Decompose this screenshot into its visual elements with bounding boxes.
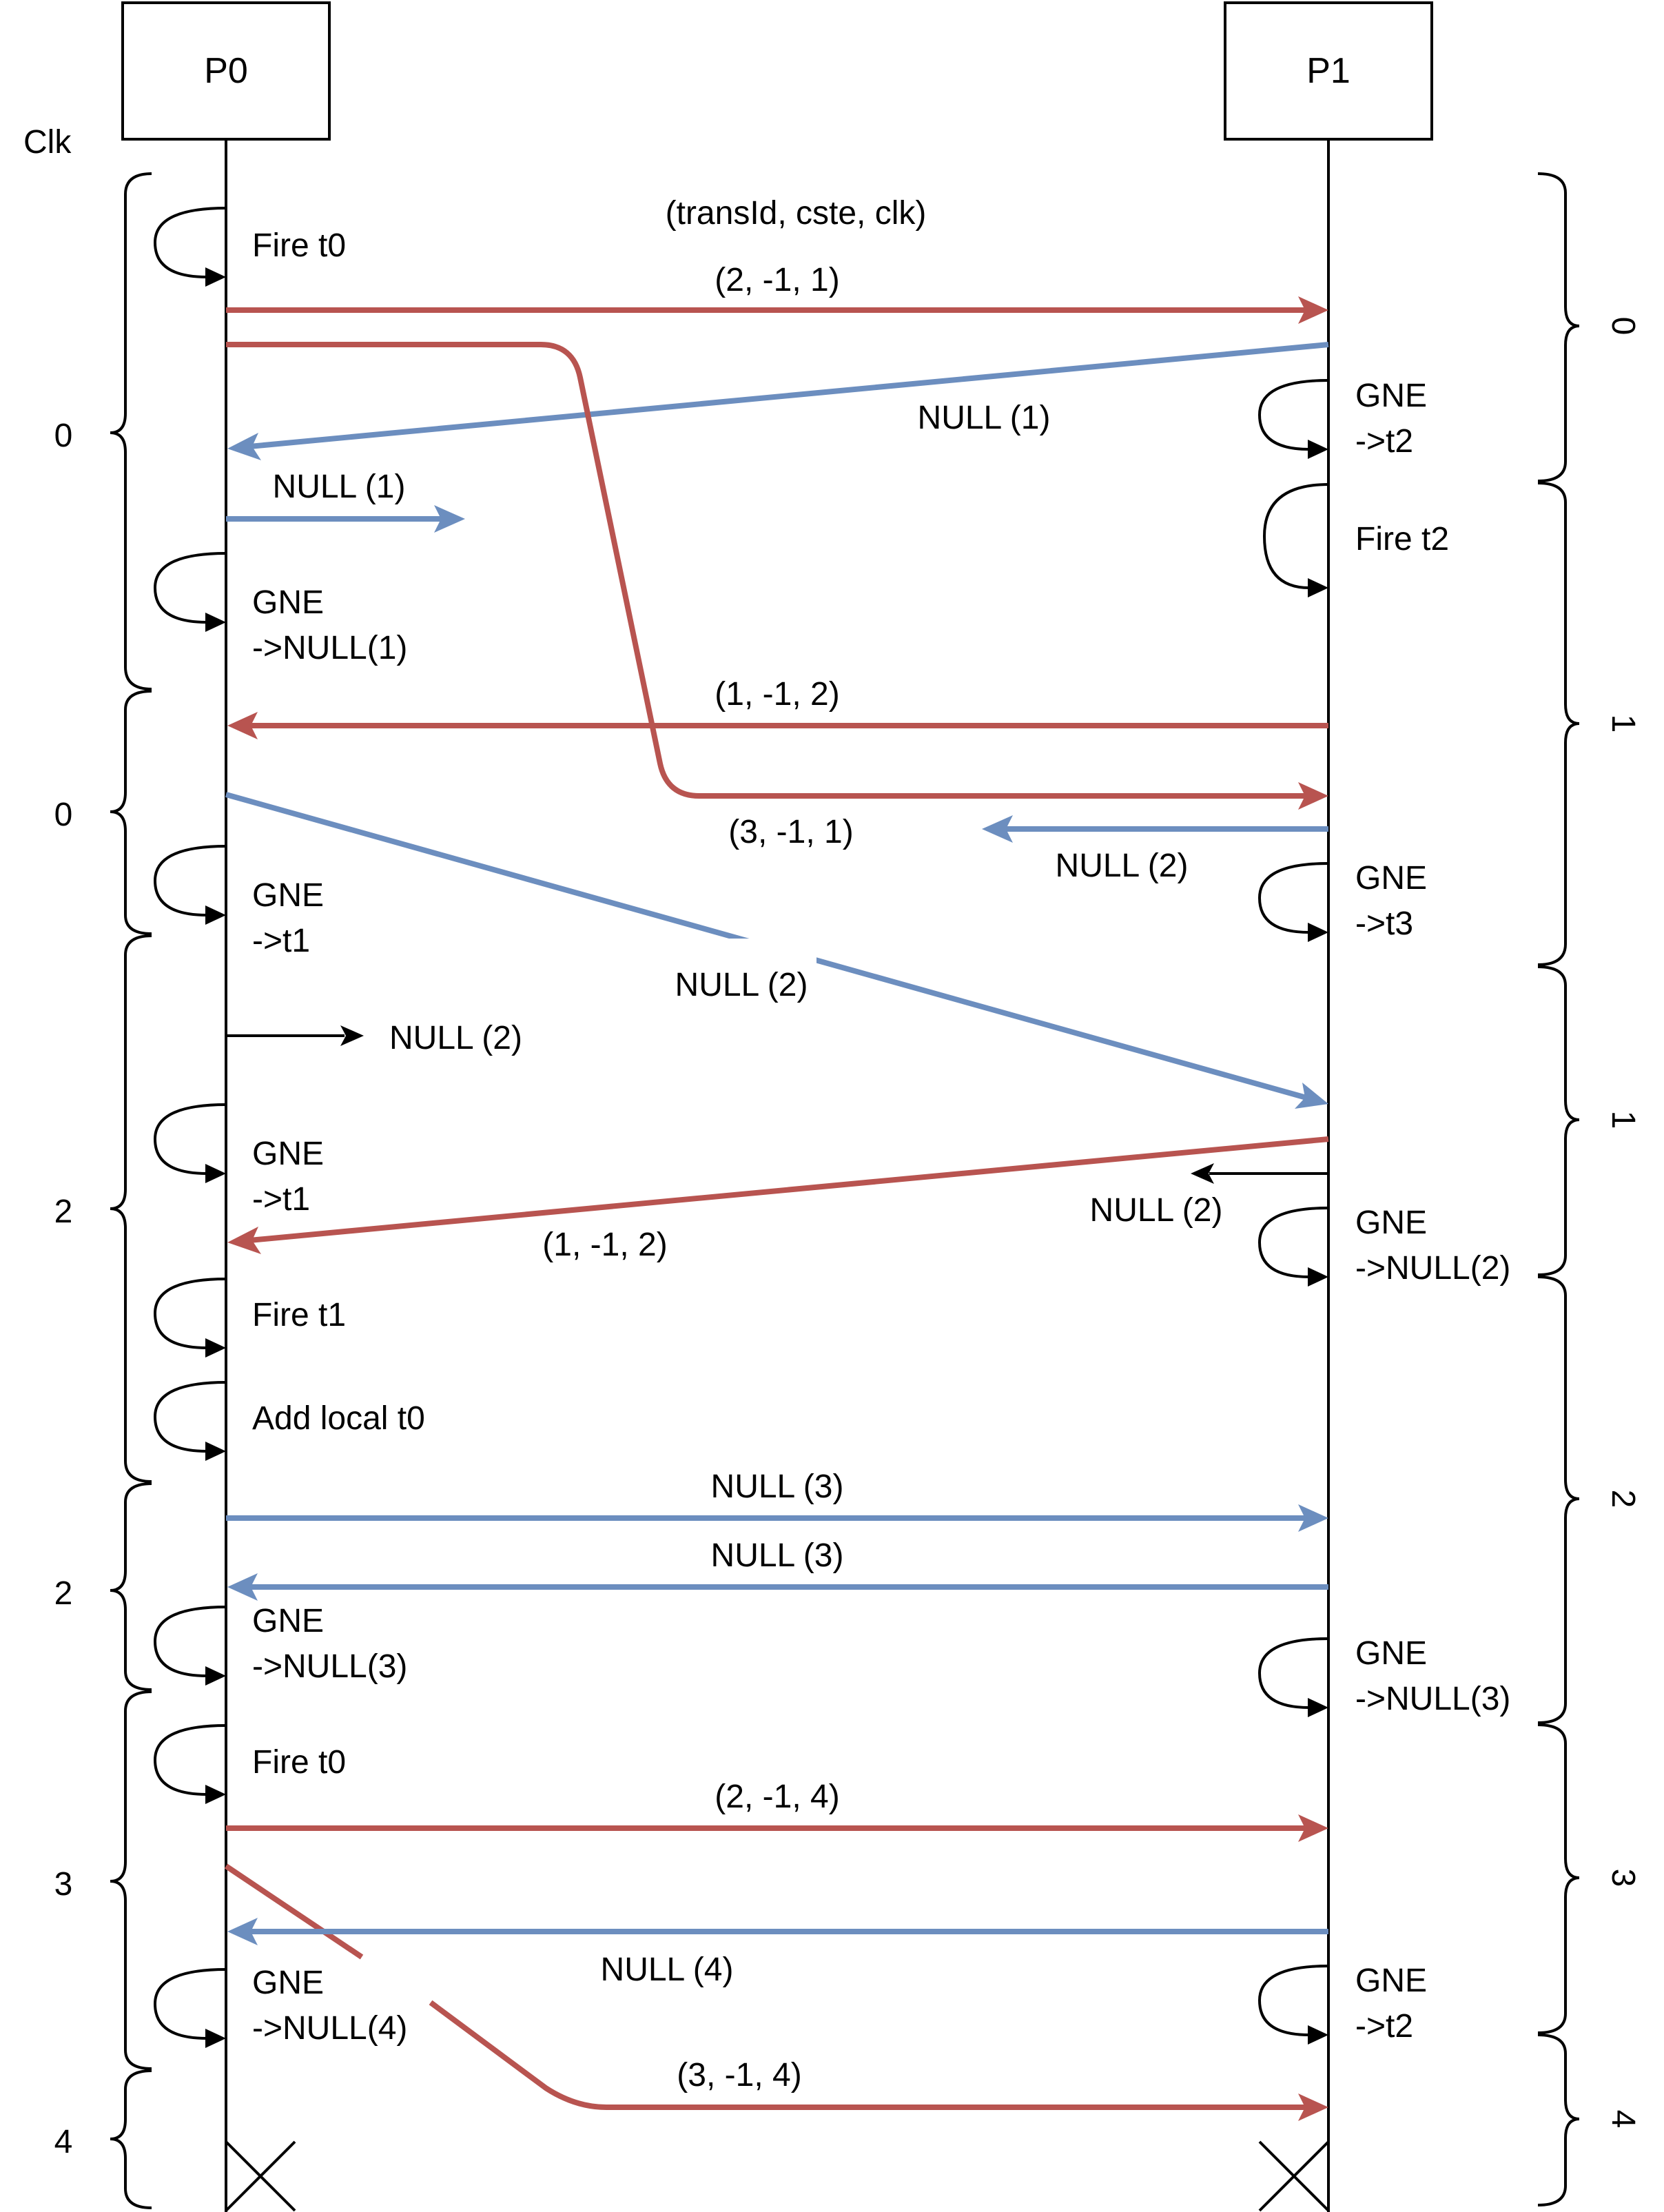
p0-action-label: GNE ->t1 [252,1136,324,1218]
left-brace-5 [110,2069,152,2209]
process-p1: P1 [1224,1,1433,141]
p1-self-loop-gne-t2-b [1257,1965,1329,2045]
p1-self-loop-gne-t3 [1257,862,1329,942]
message-label: (3, -1, 1) [728,814,853,850]
left-clock-4: 3 [54,1866,73,1903]
message-label: NULL (2) [1056,848,1189,884]
left-brace-1 [110,690,152,935]
left-brace-0 [110,172,152,690]
left-brace-4 [110,1690,152,2070]
p1-terminate-x [1258,2140,1330,2212]
p1-self-loop-gne-t2-a [1257,379,1329,459]
right-clock-2: 1 [1605,1111,1641,1129]
p0-action-label: Fire t0 [252,227,346,264]
p0-self-loop-gne-t1-a [153,845,227,925]
message-label: (2, -1, 4) [715,1779,839,1815]
left-clock-0: 0 [54,418,73,454]
message-label: NULL (2) [1090,1192,1223,1229]
left-clock-2: 2 [54,1194,73,1230]
p0-action-label: GNE ->t1 [252,877,324,959]
message-arrow-1-1-2-b [227,1136,1329,1254]
message-arrow-null-1-in [227,342,1329,460]
message-arrow-3-1-1 [226,342,1328,810]
message-label: NULL (1) [273,469,406,505]
p0-self-loop-fire-t1 [153,1278,227,1358]
message-arrow-null-4-in [227,1918,1328,1945]
p1-self-loop-gne-null3 [1257,1637,1329,1717]
message-arrow-null-3-out [226,1504,1328,1532]
left-brace-3 [110,1482,152,1691]
left-brace-2 [110,934,152,1483]
clk-label: Clk [23,124,72,161]
p0-self-loop-fire-t0-b [153,1724,227,1804]
p1-self-loop-fire-t2 [1262,483,1329,597]
p0-self-loop-gne-null4 [153,1968,227,2048]
right-brace-2 [1537,965,1580,1276]
message-arrow-1-1-2 [227,712,1328,739]
message-arrow-2-1-1 [226,296,1328,324]
left-clock-1: 0 [54,797,73,833]
right-brace-4 [1537,1723,1580,2034]
message-arrow-null-2-p1-b [1191,1163,1328,1184]
message-label: (3, -1, 4) [677,2057,801,2093]
p0-action-label: Add local t0 [252,1400,425,1437]
right-brace-0 [1537,172,1580,482]
message-label: (1, -1, 2) [542,1227,667,1263]
label-mask [658,939,816,987]
message-arrow-null-2-p1 [982,815,1328,843]
p0-action-label: GNE ->NULL(1) [252,584,407,666]
p1-action-label: GNE ->t3 [1355,860,1427,942]
p1-action-label: GNE ->NULL(2) [1355,1205,1510,1287]
left-clock-5: 4 [54,2124,73,2160]
message-arrow-null-2-p0 [226,1025,364,1046]
right-clock-0: 0 [1605,317,1641,336]
p0-self-loop-gne-null1 [153,552,227,632]
p0-action-label: Fire t0 [252,1744,346,1781]
message-arrow-3-1-4 [224,1863,1328,2121]
right-brace-1 [1537,482,1580,966]
p1-action-label: GNE ->t2 [1355,378,1427,460]
message-arrow-2-1-4 [226,1814,1328,1842]
message-label: NULL (4) [601,1952,734,1988]
right-clock-1: 1 [1605,715,1641,733]
p0-action-label: GNE ->NULL(3) [252,1603,407,1685]
message-label: NULL (1) [918,400,1051,436]
p1-action-label: GNE ->NULL(3) [1355,1635,1510,1717]
right-clock-5: 4 [1605,2110,1641,2129]
message-label: NULL (3) [711,1537,844,1574]
message-label: NULL (2) [389,1020,522,1056]
left-clock-3: 2 [54,1575,73,1612]
p0-self-loop-gne-t1-b [153,1103,227,1183]
p1-action-label: Fire t2 [1355,521,1449,557]
message-label: (2, -1, 1) [715,262,839,298]
right-brace-5 [1537,2034,1580,2206]
right-brace-3 [1537,1276,1580,1724]
p0-self-loop-gne-null3 [153,1606,227,1686]
message-label: NULL (3) [711,1468,844,1505]
p0-self-loop-fire-t0 [153,207,227,287]
p1-self-loop-gne-null2 [1257,1207,1329,1287]
p0-action-label: GNE ->NULL(4) [252,1965,407,2047]
right-clock-3: 2 [1605,1490,1641,1508]
message-label: NULL (2) [675,967,808,1003]
p1-action-label: GNE ->t2 [1355,1963,1427,2045]
message-arrow-null-1-out [226,505,465,533]
process-p0-label: P0 [204,51,248,91]
right-clock-4: 3 [1605,1869,1641,1887]
message-format-label: (transId, cste, clk) [666,195,927,232]
process-p0: P0 [121,1,331,141]
p0-action-label: Fire t1 [252,1297,346,1333]
p0-terminate-x [225,2140,296,2212]
process-p1-label: P1 [1306,51,1350,91]
p0-self-loop-add-local-t0 [153,1381,227,1461]
message-arrow-null-3-in [227,1573,1328,1601]
message-label: (1, -1, 2) [715,676,839,713]
